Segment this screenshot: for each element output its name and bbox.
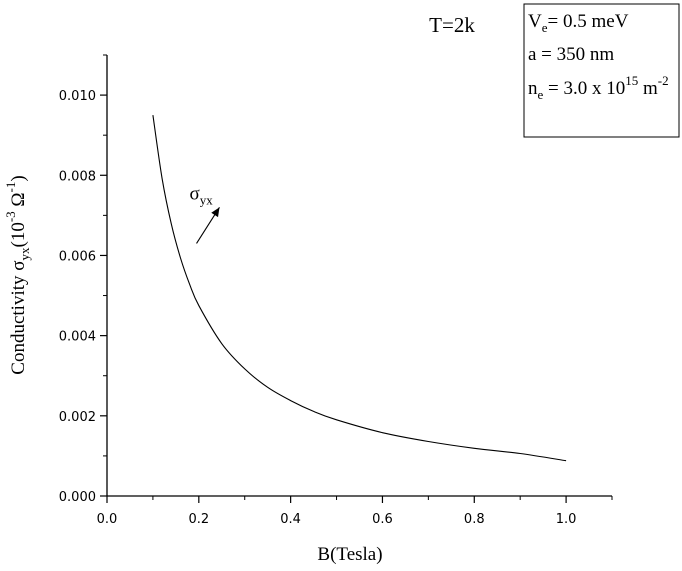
sigma-yx-annotation: σyx [189,183,220,244]
y-tick-label: 0.002 [59,410,96,425]
y-tick-label: 0.006 [59,249,96,264]
x-tick-label: 0.6 [372,512,393,527]
chart-title: T=2k [429,13,475,37]
param-ve: Ve= 0.5 meV [528,11,629,35]
x-tick-label: 1.0 [556,512,577,527]
annotation-arrowhead [211,207,220,218]
parameter-box-frame [523,3,680,138]
axes: 0.0 0.2 0.4 0.6 0.8 1.0 0.0000.0020.0040.0060… [59,54,613,527]
x-tick-label: 0.4 [280,512,301,527]
param-a: a = 350 nm [528,44,614,65]
y-tick-label: 0.008 [59,169,96,184]
x-ticks: 0.0 0.2 0.4 0.6 0.8 1.0 [97,496,613,527]
y-axis-label: Conductivity σyx(10-3 Ω-1) [3,175,32,374]
y-tick-label: 0.010 [59,89,96,104]
param-ne: ne = 3.0 x 1015 m-2 [528,73,669,102]
annotation-label: σyx [189,183,213,207]
x-tick-label: 0.2 [188,512,209,527]
series-sigma-yx-line [152,115,567,462]
y-tick-label: 0.000 [59,490,96,505]
y-tick-label: 0.004 [59,330,96,345]
x-axis-label: B(Tesla) [317,544,382,565]
parameter-box: Ve= 0.5 meV a = 350 nm ne = 3.0 x 1015 m… [523,3,680,138]
x-tick-label: 0.8 [464,512,485,527]
y-ticks: 0.000 0.002 0.004 0.006 0.008 0.010 [59,54,107,505]
x-tick-label: 0.0 [97,512,118,527]
